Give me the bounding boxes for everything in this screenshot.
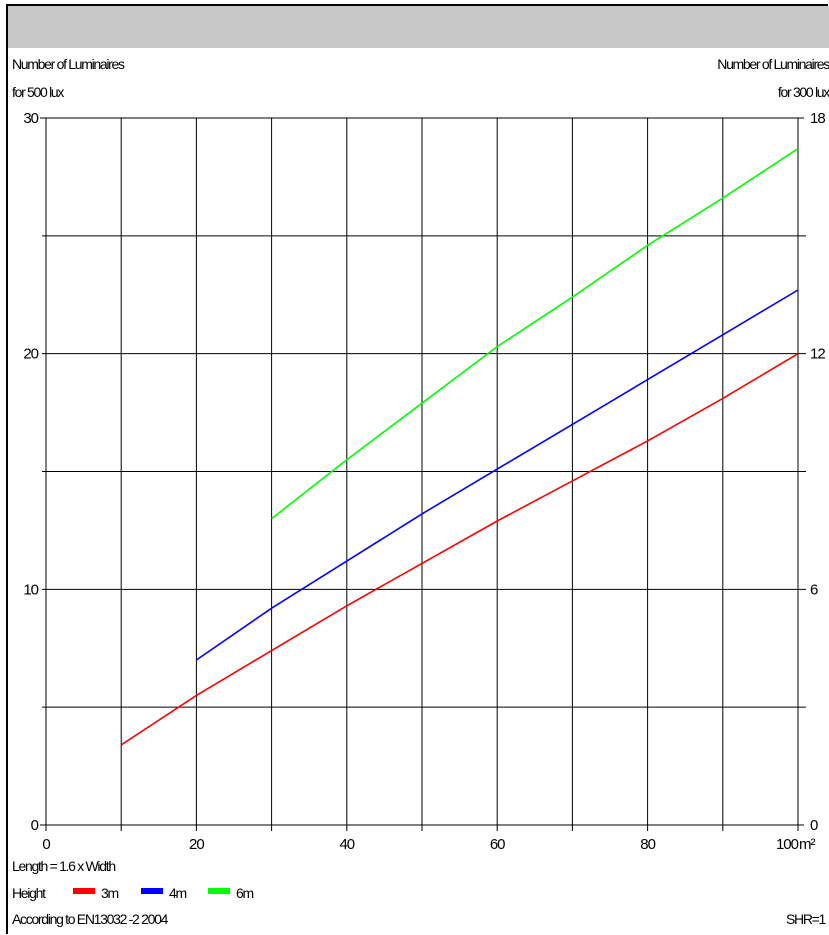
height-label: Height <box>12 885 46 901</box>
y-right-tick-label-0: 0 <box>810 817 818 834</box>
y-left-tick-label-10: 10 <box>23 581 38 598</box>
legend-swatch-3m <box>73 888 95 894</box>
right-axis-title-line1: Number of Luminaires <box>717 56 829 72</box>
y-left-tick-label-20: 20 <box>23 346 38 363</box>
x-tick-label-0: 0 <box>42 836 50 853</box>
y-right-tick-label-18: 18 <box>810 110 825 127</box>
x-tick-label-100: 100 <box>776 836 799 853</box>
legend-swatch-6m <box>208 888 230 894</box>
y-right-tick-label-12: 12 <box>810 346 825 363</box>
header-band <box>8 6 829 48</box>
left-axis-title-line1: Number of Luminaires <box>12 56 125 72</box>
y-right-tick-label-6: 6 <box>810 581 818 598</box>
legend-label-4m: 4m <box>169 885 187 901</box>
legend-label-3m: 3m <box>101 885 119 901</box>
x-tick-label-80: 80 <box>640 836 655 853</box>
x-tick-label-20: 20 <box>189 836 204 853</box>
legend-swatch-4m <box>141 888 163 894</box>
series-line-4m <box>195 289 799 661</box>
x-tick-label-60: 60 <box>490 836 505 853</box>
legend-label-6m: 6m <box>236 885 254 901</box>
standard-note: According to EN13032 -2 2004 <box>12 911 168 927</box>
y-left-tick-label-30: 30 <box>23 110 38 127</box>
series-line-3m <box>120 353 799 746</box>
shr-note: SHR=1 <box>785 911 826 927</box>
x-unit-label: m² <box>799 836 815 853</box>
right-axis-title-line2: for 300 lux <box>777 84 829 100</box>
y-left-tick-label-0: 0 <box>31 817 39 834</box>
length-note: Length = 1.6 x Width <box>12 858 116 874</box>
chart-frame <box>6 4 828 934</box>
left-axis-title-line2: for 500 lux <box>12 84 64 100</box>
series-line-6m <box>271 147 799 520</box>
x-tick-label-40: 40 <box>339 836 354 853</box>
